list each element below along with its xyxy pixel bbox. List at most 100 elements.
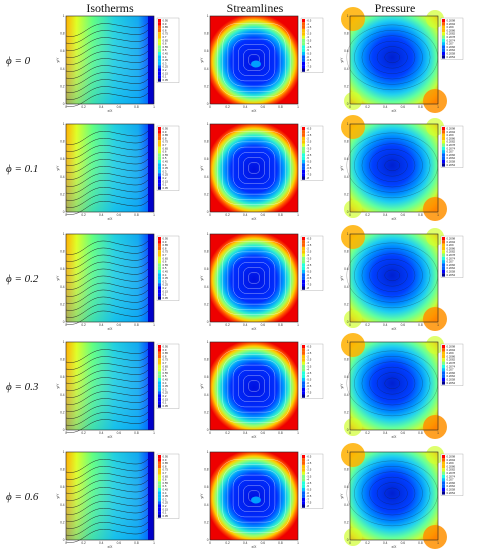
legend-value: 0.8 [163, 246, 167, 250]
legend-value: 0.9 [163, 130, 167, 134]
isotherm-line [65, 465, 149, 480]
y-tick-label: 0 [207, 210, 209, 214]
isotherm-line [65, 92, 149, 107]
streamline [222, 464, 286, 528]
x-tick-label: 0.4 [243, 431, 248, 435]
y-tick-label: 0.8 [204, 250, 209, 254]
pressure-corner-spot [344, 528, 362, 546]
isotherm-line [65, 296, 149, 311]
x-tick-label: 0.2 [81, 105, 86, 109]
legend-value: 0.2062 [447, 156, 456, 160]
legend-swatch [442, 45, 445, 49]
legend-swatch [442, 361, 445, 365]
streamline [238, 44, 270, 76]
legend-value: -5.5 [307, 378, 312, 382]
legend-swatch [442, 488, 445, 492]
legend-swatch [442, 484, 445, 488]
y-tick-label: 1 [347, 340, 349, 344]
legend-swatch [158, 127, 161, 131]
x-tick-label: 0.2 [81, 323, 86, 327]
x-axis-label: x/X [392, 545, 398, 549]
legend-swatch [302, 458, 305, 462]
legend-value: 0.05 [163, 78, 169, 82]
legend-value: 0.85 [163, 243, 169, 247]
legend-swatch [158, 146, 161, 151]
legend-value: 0.05 [163, 404, 169, 408]
y-axis-label: y/Y [56, 493, 60, 499]
legend-swatch [158, 491, 161, 495]
isotherm-shade [66, 124, 154, 212]
legend-value: 0.75 [163, 32, 169, 36]
y-tick-label: 0.4 [60, 285, 65, 289]
legend-value: -3 [307, 35, 310, 39]
legend-swatch [302, 42, 305, 46]
legend-swatch [158, 256, 161, 261]
pressure-contour [369, 366, 416, 400]
legend-swatch [302, 391, 305, 395]
legend-swatch [442, 156, 445, 160]
streamline-field [210, 452, 298, 540]
x-tick-label: 0.8 [134, 541, 139, 545]
legend-swatch [442, 243, 445, 247]
legend-value: 0.2094 [447, 348, 456, 352]
color-legend: 0.950.90.850.80.750.70.650.60.550.50.450… [156, 453, 180, 519]
y-tick-label: 0.2 [204, 520, 209, 524]
legend-swatch [442, 136, 445, 141]
legend-value: -3.5 [307, 474, 312, 478]
y-tick-label: 0.6 [344, 157, 349, 161]
legend-value: 0.2098 [447, 345, 456, 349]
legend-value: 0.2078 [447, 361, 456, 365]
legend-value: 0.2062 [447, 484, 456, 488]
pressure-contour [354, 30, 431, 85]
legend-value: 0.9 [163, 348, 167, 352]
legend-value: 0.8 [163, 464, 167, 468]
legend-value: 0.95 [163, 455, 169, 459]
legend-value: 0.35 [163, 494, 169, 498]
legend-swatch [442, 140, 445, 144]
legend-swatch [442, 260, 445, 264]
legend-value: -4.5 [307, 153, 312, 157]
legend-swatch [302, 176, 305, 180]
legend-swatch [158, 286, 161, 290]
legend-swatch [442, 160, 445, 164]
legend-box [440, 125, 464, 168]
legend-swatch [302, 263, 305, 267]
pressure-contour [354, 248, 431, 303]
y-tick-label: 0.8 [60, 358, 65, 362]
y-tick-label: 0.6 [344, 267, 349, 271]
x-tick-label: 1 [297, 431, 299, 435]
y-axis-label: y/Y [56, 57, 60, 63]
y-tick-label: 0 [63, 102, 65, 106]
legend-swatch [158, 273, 161, 277]
plot-frame [65, 15, 155, 105]
y-tick-label: 0 [207, 102, 209, 106]
legend-value: 0.2094 [447, 22, 456, 26]
legend-value: 0.2078 [447, 471, 456, 475]
pressure-contour [384, 377, 400, 389]
legend-value: -2 [307, 136, 310, 140]
legend-value: 0.2098 [447, 237, 456, 241]
pressure-contour [376, 154, 408, 177]
x-tick-label: 0.6 [401, 431, 406, 435]
streamline [243, 375, 265, 397]
legend-value: 0.6 [163, 478, 167, 482]
legend-value: 0.45 [163, 378, 169, 382]
x-axis-label: x/X [108, 545, 114, 549]
isotherm-line [65, 50, 149, 65]
isotherm-shade [66, 16, 154, 104]
legend-swatch [158, 243, 161, 247]
legend-value: 0.25 [163, 391, 169, 395]
plot-frame [209, 123, 299, 213]
legend-value: 0.2054 [447, 55, 456, 59]
legend-value: 0.95 [163, 19, 169, 23]
legend-value: 0.45 [163, 52, 169, 56]
isotherm-line [65, 362, 149, 377]
legend-swatch [302, 351, 305, 355]
legend-swatch [302, 270, 305, 274]
legend-value: 0.207 [447, 42, 454, 46]
legend-value: -4 [307, 478, 310, 482]
x-tick-label: 0.8 [134, 213, 139, 217]
legend-swatch [158, 153, 161, 157]
x-tick-label: 0 [209, 105, 211, 109]
pressure-field [350, 16, 438, 104]
